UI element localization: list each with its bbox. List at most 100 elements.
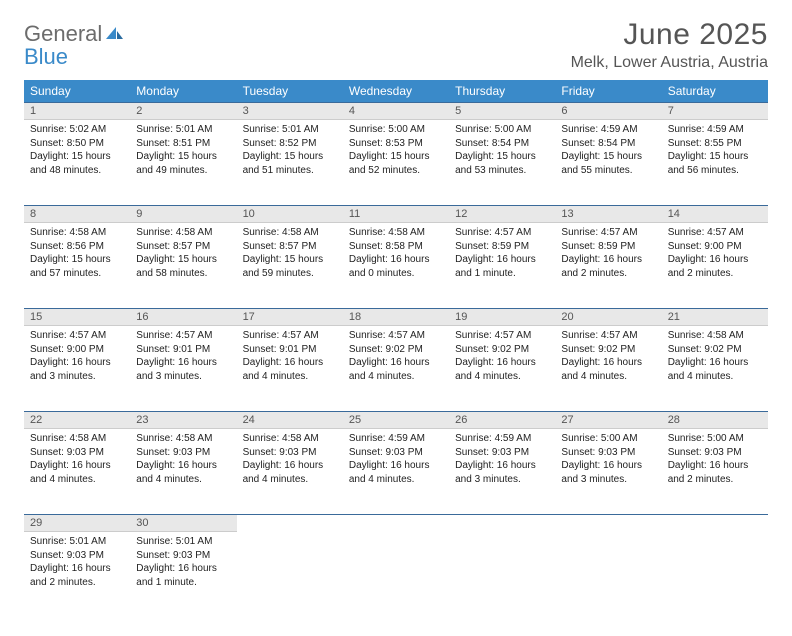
day-number-cell: 10: [237, 206, 343, 223]
sunrise-text: Sunrise: 5:00 AM: [561, 432, 655, 446]
day-content-cell: Sunrise: 5:00 AMSunset: 8:53 PMDaylight:…: [343, 120, 449, 206]
sunrise-text: Sunrise: 5:00 AM: [455, 123, 549, 137]
sunrise-text: Sunrise: 5:01 AM: [30, 535, 124, 549]
day-number-cell: 16: [130, 309, 236, 326]
day-number-cell: 30: [130, 515, 236, 532]
daylight-text: Daylight: 16 hours and 4 minutes.: [349, 459, 443, 486]
day-number-cell: 8: [24, 206, 130, 223]
weekday-thursday: Thursday: [449, 80, 555, 103]
daylight-text: Daylight: 16 hours and 3 minutes.: [136, 356, 230, 383]
daynum-row: 1234567: [24, 103, 768, 120]
daylight-text: Daylight: 16 hours and 4 minutes.: [455, 356, 549, 383]
sunrise-text: Sunrise: 5:01 AM: [243, 123, 337, 137]
sunset-text: Sunset: 8:52 PM: [243, 137, 337, 151]
sunset-text: Sunset: 9:03 PM: [349, 446, 443, 460]
sunset-text: Sunset: 9:03 PM: [561, 446, 655, 460]
day-content-cell: Sunrise: 4:57 AMSunset: 9:00 PMDaylight:…: [24, 326, 130, 412]
day-number-cell: [343, 515, 449, 532]
daylight-text: Daylight: 16 hours and 4 minutes.: [561, 356, 655, 383]
day-number-cell: 7: [662, 103, 768, 120]
day-content-cell: Sunrise: 4:57 AMSunset: 9:02 PMDaylight:…: [449, 326, 555, 412]
day-content-cell: Sunrise: 5:00 AMSunset: 9:03 PMDaylight:…: [662, 429, 768, 515]
content-row: Sunrise: 4:58 AMSunset: 9:03 PMDaylight:…: [24, 429, 768, 515]
daylight-text: Daylight: 15 hours and 49 minutes.: [136, 150, 230, 177]
sunrise-text: Sunrise: 4:59 AM: [349, 432, 443, 446]
day-content-cell: Sunrise: 4:59 AMSunset: 9:03 PMDaylight:…: [343, 429, 449, 515]
day-number-cell: 19: [449, 309, 555, 326]
sunrise-text: Sunrise: 5:00 AM: [349, 123, 443, 137]
day-content-cell: [555, 532, 661, 618]
sunset-text: Sunset: 8:50 PM: [30, 137, 124, 151]
daylight-text: Daylight: 16 hours and 4 minutes.: [668, 356, 762, 383]
daylight-text: Daylight: 15 hours and 51 minutes.: [243, 150, 337, 177]
day-number-cell: 21: [662, 309, 768, 326]
day-content-cell: Sunrise: 4:59 AMSunset: 8:54 PMDaylight:…: [555, 120, 661, 206]
day-number-cell: 18: [343, 309, 449, 326]
sunrise-text: Sunrise: 4:57 AM: [349, 329, 443, 343]
day-content-cell: Sunrise: 5:00 AMSunset: 8:54 PMDaylight:…: [449, 120, 555, 206]
daylight-text: Daylight: 15 hours and 56 minutes.: [668, 150, 762, 177]
logo: General Blue: [24, 22, 124, 68]
sunset-text: Sunset: 8:54 PM: [561, 137, 655, 151]
daylight-text: Daylight: 16 hours and 1 minute.: [136, 562, 230, 589]
weekday-wednesday: Wednesday: [343, 80, 449, 103]
day-content-cell: [237, 532, 343, 618]
day-number-cell: 26: [449, 412, 555, 429]
daynum-row: 891011121314: [24, 206, 768, 223]
day-content-cell: Sunrise: 4:58 AMSunset: 8:57 PMDaylight:…: [130, 223, 236, 309]
sunrise-text: Sunrise: 4:58 AM: [243, 226, 337, 240]
day-content-cell: Sunrise: 5:01 AMSunset: 8:52 PMDaylight:…: [237, 120, 343, 206]
sunrise-text: Sunrise: 5:00 AM: [668, 432, 762, 446]
sunset-text: Sunset: 8:59 PM: [455, 240, 549, 254]
daylight-text: Daylight: 15 hours and 55 minutes.: [561, 150, 655, 177]
day-content-cell: Sunrise: 5:01 AMSunset: 9:03 PMDaylight:…: [24, 532, 130, 618]
header: General Blue June 2025 Melk, Lower Austr…: [24, 18, 768, 72]
sunrise-text: Sunrise: 4:58 AM: [349, 226, 443, 240]
day-number-cell: [449, 515, 555, 532]
day-number-cell: 15: [24, 309, 130, 326]
sunset-text: Sunset: 9:01 PM: [243, 343, 337, 357]
sunset-text: Sunset: 9:03 PM: [668, 446, 762, 460]
sunset-text: Sunset: 9:03 PM: [30, 549, 124, 563]
weekday-monday: Monday: [130, 80, 236, 103]
day-number-cell: 13: [555, 206, 661, 223]
weekday-tuesday: Tuesday: [237, 80, 343, 103]
daylight-text: Daylight: 15 hours and 48 minutes.: [30, 150, 124, 177]
sunset-text: Sunset: 8:51 PM: [136, 137, 230, 151]
sunset-text: Sunset: 8:56 PM: [30, 240, 124, 254]
daylight-text: Daylight: 16 hours and 3 minutes.: [30, 356, 124, 383]
daynum-row: 15161718192021: [24, 309, 768, 326]
weekday-header-row: Sunday Monday Tuesday Wednesday Thursday…: [24, 80, 768, 103]
day-content-cell: Sunrise: 5:02 AMSunset: 8:50 PMDaylight:…: [24, 120, 130, 206]
daynum-row: 22232425262728: [24, 412, 768, 429]
sunset-text: Sunset: 8:53 PM: [349, 137, 443, 151]
sunrise-text: Sunrise: 4:58 AM: [136, 226, 230, 240]
sunrise-text: Sunrise: 4:57 AM: [136, 329, 230, 343]
sunrise-text: Sunrise: 4:57 AM: [243, 329, 337, 343]
daylight-text: Daylight: 15 hours and 52 minutes.: [349, 150, 443, 177]
day-number-cell: 6: [555, 103, 661, 120]
sunrise-text: Sunrise: 4:57 AM: [455, 329, 549, 343]
sunset-text: Sunset: 8:57 PM: [243, 240, 337, 254]
day-number-cell: 12: [449, 206, 555, 223]
sunrise-text: Sunrise: 4:58 AM: [136, 432, 230, 446]
logo-sail-icon: [104, 22, 124, 45]
sunset-text: Sunset: 9:02 PM: [349, 343, 443, 357]
sunrise-text: Sunrise: 5:01 AM: [136, 123, 230, 137]
day-number-cell: 4: [343, 103, 449, 120]
daylight-text: Daylight: 16 hours and 1 minute.: [455, 253, 549, 280]
day-content-cell: Sunrise: 4:58 AMSunset: 8:58 PMDaylight:…: [343, 223, 449, 309]
day-content-cell: Sunrise: 4:58 AMSunset: 9:03 PMDaylight:…: [237, 429, 343, 515]
daylight-text: Daylight: 16 hours and 4 minutes.: [243, 356, 337, 383]
day-content-cell: Sunrise: 4:57 AMSunset: 9:02 PMDaylight:…: [343, 326, 449, 412]
daylight-text: Daylight: 15 hours and 59 minutes.: [243, 253, 337, 280]
sunrise-text: Sunrise: 4:59 AM: [455, 432, 549, 446]
day-content-cell: Sunrise: 4:57 AMSunset: 8:59 PMDaylight:…: [555, 223, 661, 309]
logo-text-2: Blue: [24, 45, 124, 68]
day-content-cell: Sunrise: 4:59 AMSunset: 8:55 PMDaylight:…: [662, 120, 768, 206]
sunset-text: Sunset: 9:02 PM: [668, 343, 762, 357]
daylight-text: Daylight: 16 hours and 2 minutes.: [30, 562, 124, 589]
day-number-cell: 23: [130, 412, 236, 429]
day-number-cell: [662, 515, 768, 532]
day-number-cell: 28: [662, 412, 768, 429]
